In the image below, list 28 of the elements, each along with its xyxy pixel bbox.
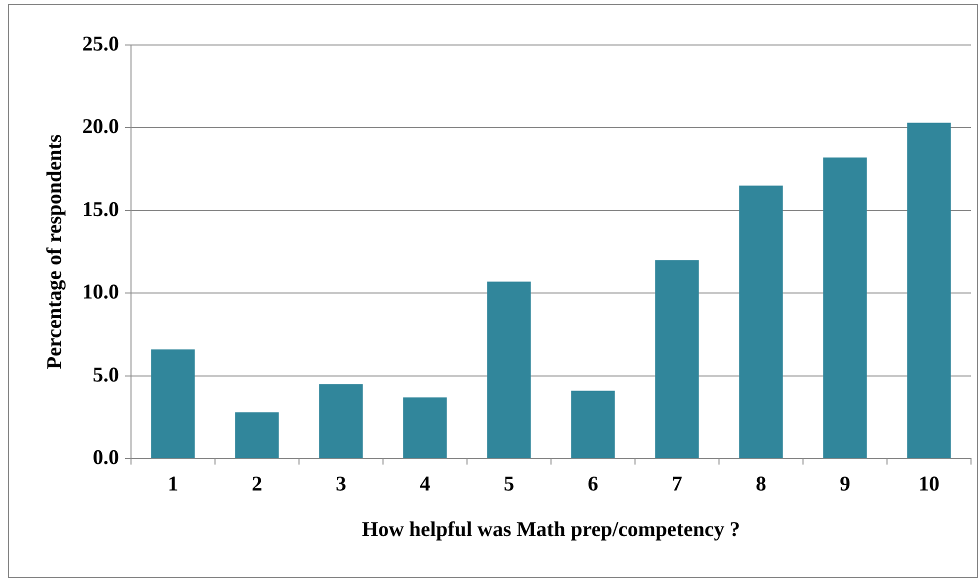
y-tick-label: 15.0 bbox=[82, 196, 119, 221]
bar bbox=[571, 390, 615, 458]
x-tick-label: 8 bbox=[756, 472, 766, 496]
bar bbox=[487, 282, 531, 458]
y-tick-label: 25.0 bbox=[82, 31, 119, 56]
bar bbox=[823, 158, 867, 458]
x-tick-label: 6 bbox=[588, 472, 598, 496]
bar bbox=[151, 349, 195, 458]
x-axis-title: How helpful was Math prep/competency ? bbox=[362, 516, 740, 541]
bar bbox=[739, 186, 783, 458]
x-tick-label: 10 bbox=[918, 472, 940, 496]
x-tick-label: 9 bbox=[840, 472, 850, 496]
y-tick-label: 10.0 bbox=[82, 280, 119, 304]
bar bbox=[655, 260, 699, 458]
bar bbox=[907, 122, 951, 458]
bar bbox=[235, 412, 279, 458]
x-tick-label: 7 bbox=[672, 472, 682, 496]
y-axis-title: Percentage of respondents bbox=[42, 134, 66, 370]
bar bbox=[319, 384, 363, 458]
x-tick-label: 2 bbox=[252, 472, 262, 496]
bar bbox=[403, 397, 447, 458]
x-tick-label: 4 bbox=[420, 472, 431, 496]
x-tick-label: 5 bbox=[504, 472, 514, 496]
y-tick-label: 20.0 bbox=[82, 114, 119, 138]
x-tick-label: 1 bbox=[168, 472, 178, 496]
x-tick-label: 3 bbox=[336, 472, 346, 496]
y-tick-label: 5.0 bbox=[92, 362, 119, 386]
y-tick-label: 0.0 bbox=[92, 445, 119, 470]
